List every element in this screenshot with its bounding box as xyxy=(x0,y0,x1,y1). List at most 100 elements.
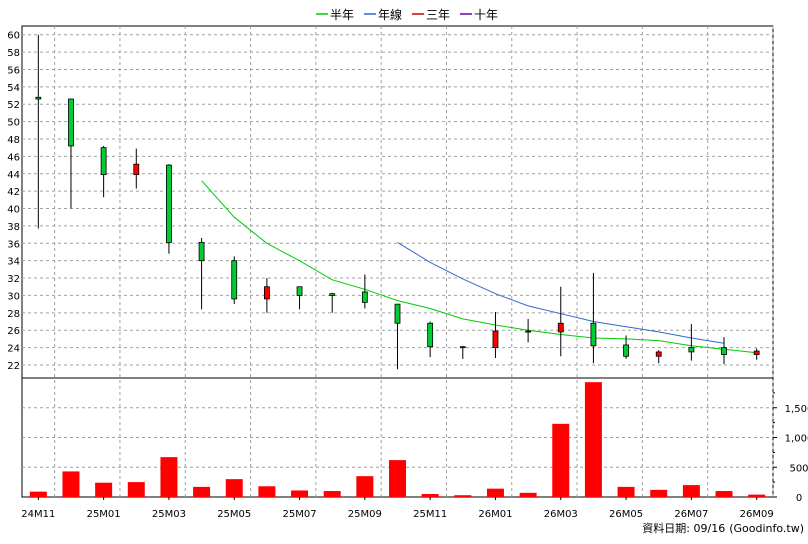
candle-body xyxy=(329,293,336,296)
candlestick xyxy=(361,274,368,309)
candlestick xyxy=(557,286,564,357)
candle-body xyxy=(263,286,270,300)
candle-body xyxy=(296,286,303,296)
candlestick xyxy=(394,303,401,370)
candle-body xyxy=(688,347,695,353)
candlestick xyxy=(655,350,662,364)
volume-bar xyxy=(160,457,178,497)
price-y-tick-label: 34 xyxy=(7,257,20,268)
volume-bar xyxy=(748,494,766,497)
price-y-tick-label: 56 xyxy=(7,65,20,76)
price-y-tick-label: 52 xyxy=(7,100,20,111)
candle-body xyxy=(100,147,107,176)
price-y-tick-label: 50 xyxy=(7,118,20,129)
volume-bar xyxy=(323,491,341,497)
data-date-label: 資料日期: 09/16 xyxy=(642,521,725,535)
legend-label: 十年 xyxy=(474,8,498,22)
candle-body xyxy=(35,96,42,100)
candlestick xyxy=(590,272,597,364)
price-y-tick-label: 26 xyxy=(7,326,20,337)
candlestick xyxy=(688,324,695,361)
price-y-tick-label: 60 xyxy=(7,31,20,42)
volume-y-tick-label: 0 xyxy=(796,493,802,504)
price-y-tick-label: 44 xyxy=(7,170,20,181)
x-tick-label: 25M05 xyxy=(217,509,251,520)
candlestick xyxy=(753,348,760,360)
candlestick xyxy=(492,311,499,359)
candle-body xyxy=(721,347,727,355)
x-tick-label: 25M09 xyxy=(348,509,382,520)
volume-bar xyxy=(486,488,504,497)
volume-bar xyxy=(258,486,276,497)
candlestick xyxy=(35,34,42,229)
x-tick-label: 25M07 xyxy=(283,509,317,520)
volume-bar xyxy=(95,482,113,497)
source-label: (Goodinfo.tw) xyxy=(729,522,804,535)
x-tick-label: 26M07 xyxy=(674,509,708,520)
candle-body xyxy=(623,344,629,357)
candlestick xyxy=(623,335,629,359)
candle-body xyxy=(655,351,662,357)
x-tick-label: 25M03 xyxy=(152,509,186,520)
candle-body xyxy=(492,330,499,348)
price-y-tick-label: 38 xyxy=(7,222,20,233)
candle-body xyxy=(361,291,368,303)
candlestick xyxy=(427,321,434,358)
legend-label: 三年 xyxy=(426,8,450,22)
candle-body xyxy=(557,322,564,333)
candlestick xyxy=(198,238,205,310)
price-y-tick-label: 28 xyxy=(7,309,20,320)
candlestick xyxy=(166,164,172,254)
volume-bar xyxy=(356,476,374,497)
candle-body xyxy=(68,98,74,147)
volume-bar xyxy=(617,486,635,497)
ma-line-0 xyxy=(201,180,757,354)
price-y-tick-label: 22 xyxy=(7,361,20,372)
volume-bar xyxy=(552,423,570,497)
volume-bar xyxy=(62,471,80,497)
volume-bar xyxy=(291,490,309,497)
candlestick xyxy=(525,318,532,343)
price-y-tick-label: 58 xyxy=(7,48,20,59)
price-y-tick-label: 32 xyxy=(7,274,20,285)
candlestick xyxy=(100,145,107,198)
candle-body xyxy=(133,163,140,176)
volume-bar xyxy=(29,491,47,497)
candle-body xyxy=(459,346,466,349)
x-tick-label: 25M01 xyxy=(87,509,121,520)
volume-bar xyxy=(389,460,406,497)
price-y-tick-label: 48 xyxy=(7,135,20,146)
legend-label: 年線 xyxy=(378,7,402,22)
candle-body xyxy=(525,330,532,333)
candlestick xyxy=(296,286,303,310)
price-y-tick-label: 24 xyxy=(7,344,20,355)
candle-body xyxy=(590,322,597,347)
candlestick xyxy=(133,148,140,189)
volume-bar xyxy=(650,489,668,497)
volume-bar xyxy=(519,492,537,497)
candle-body xyxy=(166,164,172,243)
volume-y-tick-label: 500 xyxy=(789,463,808,474)
x-tick-label: 26M05 xyxy=(609,509,643,520)
volume-bar xyxy=(225,479,243,497)
x-tick-label: 26M03 xyxy=(544,509,578,520)
candlestick xyxy=(68,98,74,209)
volume-bar xyxy=(682,485,700,497)
candlestick xyxy=(329,292,336,313)
volume-bar xyxy=(193,486,211,497)
price-y-tick-label: 46 xyxy=(7,152,20,163)
candlestick xyxy=(459,345,466,359)
volume-bar xyxy=(584,382,602,497)
volume-y-tick-label: 1,000 xyxy=(785,434,808,445)
candlestick xyxy=(231,256,238,305)
price-y-tick-label: 54 xyxy=(7,83,20,94)
x-tick-label: 26M01 xyxy=(478,509,512,520)
price-y-tick-label: 30 xyxy=(7,291,20,302)
x-tick-label: 25M11 xyxy=(413,509,447,520)
candle-body xyxy=(753,350,760,355)
x-tick-label: 26M09 xyxy=(740,509,774,520)
volume-bar xyxy=(454,495,472,497)
candle-body xyxy=(427,322,434,348)
